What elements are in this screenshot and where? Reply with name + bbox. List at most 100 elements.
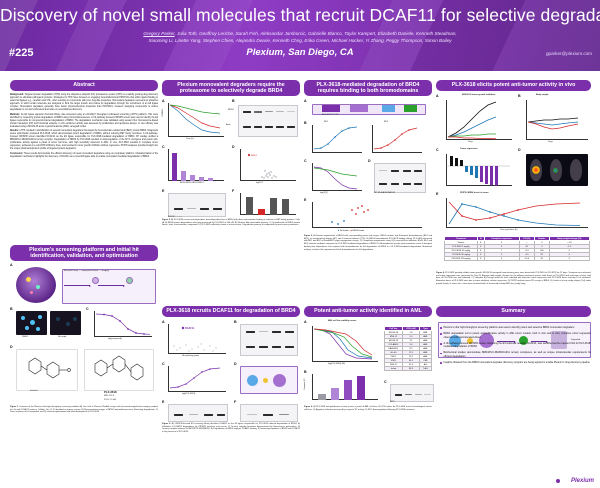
figure4-label-d: D bbox=[518, 148, 521, 152]
cell: 8 bbox=[476, 256, 485, 262]
figure2-label-a: A bbox=[162, 99, 165, 103]
table-header-row: Cell line IC50 (nM) Type bbox=[384, 326, 432, 332]
figure2-timecourse-xlabel: Time (h) bbox=[186, 138, 194, 140]
figure2-blot-label-actin: Actin bbox=[226, 124, 231, 126]
figure4-bw-xlabel: Days bbox=[548, 141, 553, 143]
figure4-regression-waterfall bbox=[446, 156, 510, 186]
figure3-domain-et bbox=[382, 105, 395, 112]
figure5-label-c: C bbox=[162, 362, 165, 366]
poster-number: #225 bbox=[9, 47, 34, 59]
blot-band bbox=[189, 414, 198, 415]
figure5-caption-text: A) CRISPR-focused E3 screening library i… bbox=[162, 423, 300, 434]
figure5-label-e: E bbox=[162, 400, 165, 404]
figure2-volcano-xlabel: log2 FC bbox=[256, 182, 264, 184]
figure-1: A Microwell array → compound release → i… bbox=[10, 263, 158, 439]
figure1-dose-response-curve bbox=[95, 313, 151, 335]
abstract-label-conclusion: Conclusion: bbox=[10, 153, 23, 156]
nucleus bbox=[25, 326, 29, 330]
list-item: BRD4 degradation led to potent antiproli… bbox=[440, 332, 591, 339]
figure5-label-f: F bbox=[234, 400, 237, 404]
figure4-bw-curves bbox=[527, 117, 579, 130]
abstract-body: Background: Targeted protein degradation… bbox=[10, 94, 158, 244]
blot-band bbox=[403, 170, 411, 172]
contact-email[interactable]: gparker@plexium.com bbox=[545, 51, 592, 56]
table-row: CPI-0610 120 mg/kg 8 0 -10.4 95 0 bbox=[444, 256, 591, 262]
author-line-1-rest: , Julia Toth, Geoffroy Leriche, Sarah Fi… bbox=[174, 31, 457, 36]
ternary-brd4 bbox=[247, 375, 258, 386]
figure2-bar bbox=[181, 171, 186, 181]
figure3-bd1-title: BD1 bbox=[324, 121, 329, 123]
figure2-blot-label-brd4: BRD4 bbox=[228, 109, 234, 111]
figure1-caption-text: Overview of the Plexium ultra-high throu… bbox=[10, 406, 158, 414]
figure6-caption-label: Figure 6. bbox=[304, 406, 314, 408]
figure3-bd2-curve bbox=[373, 127, 418, 150]
figure6-caption-text: A) PLX-3618 anti-proliferative activity … bbox=[304, 406, 432, 411]
panel-header-aml: Potent anti-tumor activity identified in… bbox=[304, 306, 432, 317]
summary-bullet-list: Plexium's ultra high-throughput screenin… bbox=[436, 326, 591, 364]
invivo-table-wrap: Treatment N Complete responses TGI (%) D… bbox=[444, 235, 591, 262]
blot-band bbox=[287, 126, 295, 128]
figure4-title-e: PK/PD: BRD4 levels in tumor bbox=[460, 192, 489, 194]
figure2-caption-label: Figure 2. bbox=[162, 219, 172, 221]
col-tgi: TGI (%) bbox=[518, 235, 535, 242]
page-title: Discovery of novel small molecules that … bbox=[0, 5, 600, 25]
svg-text:BRD4: BRD4 bbox=[251, 155, 258, 157]
figure1-if-image-dmso bbox=[16, 311, 47, 335]
panel-header-abstract: Abstract bbox=[10, 80, 158, 91]
figure3-domain-bd1 bbox=[322, 105, 340, 112]
figure3-label-b: B bbox=[304, 121, 307, 125]
figure4-label-b: B bbox=[518, 94, 521, 98]
plexium-logo-mark bbox=[556, 479, 560, 483]
figure3-competition-xlabel: log[JQ1] bbox=[320, 192, 328, 194]
figure4-tgi-curves bbox=[447, 101, 497, 140]
tumor-signal bbox=[532, 166, 540, 174]
figure1-arrow-1 bbox=[64, 284, 91, 287]
cell: 0 bbox=[483, 256, 520, 262]
figure6-myc-blot bbox=[390, 384, 434, 402]
figure4-label-e: E bbox=[436, 192, 439, 196]
table-row: MV4-11 2.4 AML bbox=[384, 334, 432, 340]
blot-band bbox=[414, 170, 422, 172]
dcaf11-title-text: PLX-3618 recruits DCAF11 for degradation… bbox=[166, 308, 296, 315]
figure6-title: AML cell line viability curves bbox=[328, 320, 357, 322]
figure2-timecourse-axes bbox=[168, 103, 224, 137]
figure2-bar bbox=[199, 177, 204, 181]
figure4-tgi-xlabel: Days bbox=[468, 141, 473, 143]
invivo-title-text: PLX-3618 elicits potent anti-tumor activ… bbox=[451, 82, 576, 89]
blot-band bbox=[279, 414, 289, 416]
figure3-degradation-scatter bbox=[331, 205, 369, 225]
figure5-fp-xlabel: log[PLX-3618] bbox=[182, 393, 196, 395]
figure3-caption-text: A) Domain organization of BRD4 with corr… bbox=[304, 235, 432, 251]
figure1-label-c: C bbox=[86, 307, 89, 311]
ternary-dcaf11 bbox=[273, 374, 286, 387]
figure1-bead-2 bbox=[36, 285, 40, 289]
figure1-if-image-treated bbox=[50, 311, 81, 335]
figure3-competition-curve bbox=[313, 166, 358, 190]
aml-table-body: MOLM-16 1.8 AML MV4-11 2.4 AML MOLM-13 3.1 AML… bbox=[384, 330, 432, 372]
figure2-label-c: C bbox=[162, 145, 165, 149]
nucleus bbox=[36, 327, 40, 331]
figure4-bw-axes bbox=[526, 100, 588, 140]
blot-band bbox=[379, 183, 387, 185]
figure6-viability-curves bbox=[313, 328, 373, 360]
figure-5: A DCAF11 Ub pathway genes B C bbox=[162, 320, 300, 440]
figure-2: A % BRD4 Time (h) B BRD4 Actin C bbox=[162, 99, 300, 249]
figure4-pkpd-curves bbox=[448, 201, 581, 226]
abstract-text-methods: An E3 ligase agnostic chemical library w… bbox=[10, 113, 158, 128]
author-line-2: Xiaoming Li, Linette Yang, Stephen Chien… bbox=[148, 38, 452, 44]
figure4-title-c: Tumor regression bbox=[460, 148, 478, 150]
figure4-pkpd-axes bbox=[446, 198, 588, 228]
summary-degraded-label: Degraded bbox=[571, 339, 581, 341]
blot-band bbox=[187, 208, 196, 209]
figure1-plx-label: PLX-3618 bbox=[104, 390, 117, 394]
blot-band bbox=[265, 111, 273, 113]
figure2-volcano-axes bbox=[240, 149, 296, 181]
figure1-label-a: A bbox=[10, 263, 13, 267]
figure5-caption-label: Figure 5. bbox=[162, 423, 172, 425]
blot-band bbox=[259, 346, 268, 348]
figure6-bar bbox=[318, 394, 326, 400]
figure1-label-b: B bbox=[10, 307, 13, 311]
figure3-domain-bd2 bbox=[350, 105, 368, 112]
blot-band bbox=[254, 126, 262, 128]
figure1-bead-1 bbox=[26, 277, 31, 282]
